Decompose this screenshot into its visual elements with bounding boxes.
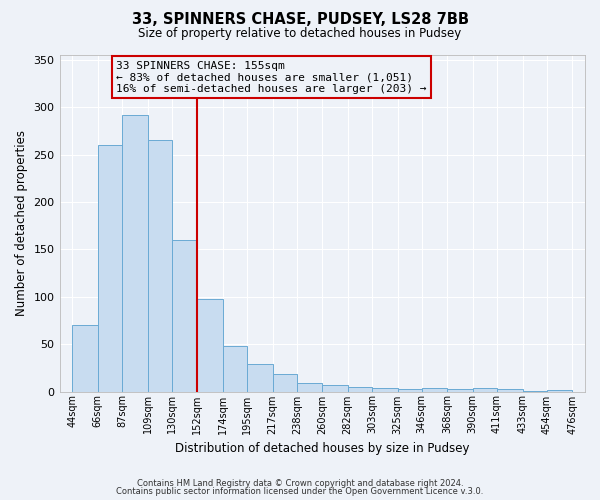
Text: 33, SPINNERS CHASE, PUDSEY, LS28 7BB: 33, SPINNERS CHASE, PUDSEY, LS28 7BB: [131, 12, 469, 28]
Bar: [473, 388, 497, 392]
Bar: [148, 140, 172, 392]
Bar: [497, 388, 523, 392]
Bar: [348, 387, 372, 392]
Bar: [197, 298, 223, 392]
Bar: [272, 374, 297, 392]
Bar: [247, 364, 272, 392]
Text: Size of property relative to detached houses in Pudsey: Size of property relative to detached ho…: [139, 28, 461, 40]
Bar: [422, 388, 447, 392]
Bar: [172, 240, 197, 392]
Bar: [372, 388, 398, 392]
Bar: [122, 114, 148, 392]
Bar: [447, 388, 473, 392]
X-axis label: Distribution of detached houses by size in Pudsey: Distribution of detached houses by size …: [175, 442, 470, 455]
Bar: [398, 388, 422, 392]
Text: Contains HM Land Registry data © Crown copyright and database right 2024.: Contains HM Land Registry data © Crown c…: [137, 478, 463, 488]
Bar: [72, 325, 98, 392]
Bar: [523, 390, 547, 392]
Bar: [547, 390, 572, 392]
Text: Contains public sector information licensed under the Open Government Licence v.: Contains public sector information licen…: [116, 488, 484, 496]
Bar: [223, 346, 247, 392]
Y-axis label: Number of detached properties: Number of detached properties: [15, 130, 28, 316]
Bar: [322, 385, 348, 392]
Bar: [297, 383, 322, 392]
Text: 33 SPINNERS CHASE: 155sqm
← 83% of detached houses are smaller (1,051)
16% of se: 33 SPINNERS CHASE: 155sqm ← 83% of detac…: [116, 60, 427, 94]
Bar: [98, 145, 122, 392]
